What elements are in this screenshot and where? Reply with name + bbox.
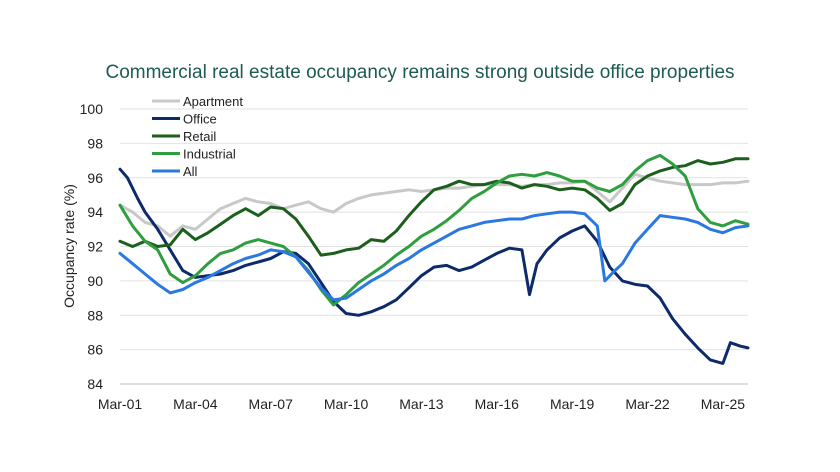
legend-label: Industrial bbox=[183, 147, 236, 162]
y-tick-label: 98 bbox=[87, 135, 103, 151]
legend-label: Apartment bbox=[183, 94, 243, 109]
x-tick-label: Mar-19 bbox=[550, 396, 595, 412]
legend-label: All bbox=[183, 164, 198, 179]
chart-title: Commercial real estate occupancy remains… bbox=[105, 62, 735, 83]
series-line-all bbox=[118, 210, 750, 302]
y-tick-label: 84 bbox=[87, 376, 103, 392]
series-line-industrial bbox=[118, 153, 750, 307]
x-tick-label: Mar-25 bbox=[701, 396, 746, 412]
y-tick-label: 92 bbox=[87, 239, 103, 255]
x-tick-labels: Mar-01 Mar-04 Mar-07 Mar-10 Mar-13 Mar-16 Mar-… bbox=[98, 396, 745, 412]
series-lines bbox=[118, 153, 750, 365]
y-tick-labels: 84 86 88 90 92 94 96 98 100 bbox=[80, 101, 104, 392]
x-tick-label: Mar-13 bbox=[399, 396, 444, 412]
x-tick-label: Mar-16 bbox=[475, 396, 520, 412]
y-tick-label: 100 bbox=[80, 101, 104, 117]
legend-label: Retail bbox=[183, 129, 216, 144]
y-tick-label: 86 bbox=[87, 342, 103, 358]
x-tick-label: Mar-04 bbox=[173, 396, 218, 412]
y-tick-label: 94 bbox=[87, 204, 103, 220]
y-axis-title: Occupancy rate (%) bbox=[61, 184, 77, 308]
x-tick-label: Mar-10 bbox=[324, 396, 369, 412]
series-line-retail bbox=[118, 157, 750, 257]
x-tick-label: Mar-22 bbox=[625, 396, 670, 412]
y-tick-label: 96 bbox=[87, 170, 103, 186]
legend: Apartment Office Retail Industrial All bbox=[152, 94, 243, 179]
x-tick-label: Mar-01 bbox=[98, 396, 143, 412]
legend-label: Office bbox=[183, 112, 217, 127]
y-tick-label: 90 bbox=[87, 273, 103, 289]
y-tick-label: 88 bbox=[87, 307, 103, 323]
series-line-office bbox=[118, 167, 750, 365]
x-tick-label: Mar-07 bbox=[249, 396, 294, 412]
